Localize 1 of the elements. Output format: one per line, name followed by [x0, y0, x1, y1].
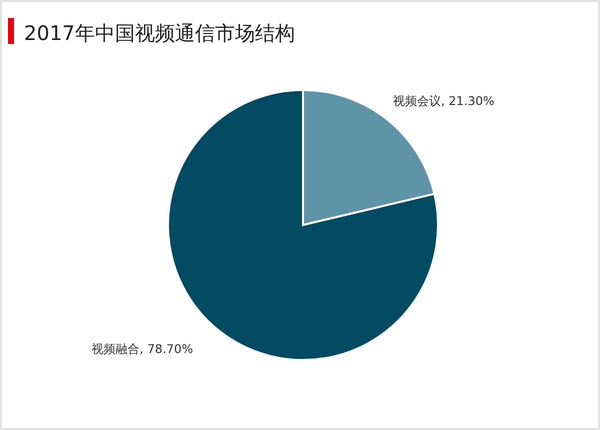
title: 2017年中国视频通信市场结构 [24, 21, 295, 45]
